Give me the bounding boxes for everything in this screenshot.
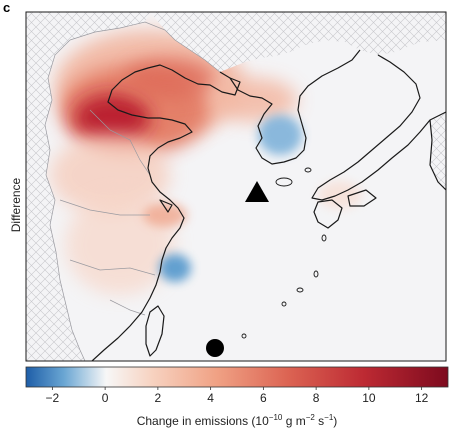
colorbar-tick-label: 2 <box>155 391 162 405</box>
colorbar-label-prefix: Change in emissions (10 <box>136 414 269 428</box>
colorbar: −2 0 2 4 6 8 10 12 <box>25 366 449 405</box>
land-taiwan <box>146 306 164 356</box>
hatched-outside-domain-east <box>430 112 446 190</box>
colorbar-label-suffix: ) <box>333 414 338 428</box>
colorbar-tick-label: 8 <box>313 391 320 405</box>
colorbar-tick-label: −2 <box>46 391 60 405</box>
colorbar-tick-label: 10 <box>362 391 376 405</box>
islands <box>241 167 327 339</box>
colorbar-label-middle2: s <box>314 414 325 428</box>
colorbar-tick-label: 4 <box>207 391 214 405</box>
panel-letter: c <box>3 0 11 15</box>
emission-change-field <box>50 30 362 295</box>
colorbar-tick-label: 0 <box>102 391 109 405</box>
triangle-marker <box>245 181 269 202</box>
colorbar-label-middle: g m <box>282 414 306 428</box>
colorbar-ticks: −2 0 2 4 6 8 10 12 <box>46 387 429 405</box>
map-area <box>26 12 446 361</box>
circle-marker <box>206 339 224 357</box>
map-frame <box>25 11 447 362</box>
hatched-outside-domain-west-overlay <box>26 12 150 361</box>
colorbar-tick-label: 6 <box>260 391 267 405</box>
colorbar-tick-label: 12 <box>415 391 429 405</box>
colorbar-label-exponent: −10 <box>268 413 283 422</box>
hatched-outside-domain-north-overlay <box>150 12 446 72</box>
domain-boundaries <box>44 21 221 361</box>
colorbar-label-exponent3: −1 <box>324 413 334 422</box>
coastlines <box>91 49 446 361</box>
colorbar-label: Change in emissions (10−10 g m−2 s−1) <box>26 413 448 428</box>
colorbar-label-exponent2: −2 <box>305 413 315 422</box>
colorbar-gradient <box>25 366 449 388</box>
